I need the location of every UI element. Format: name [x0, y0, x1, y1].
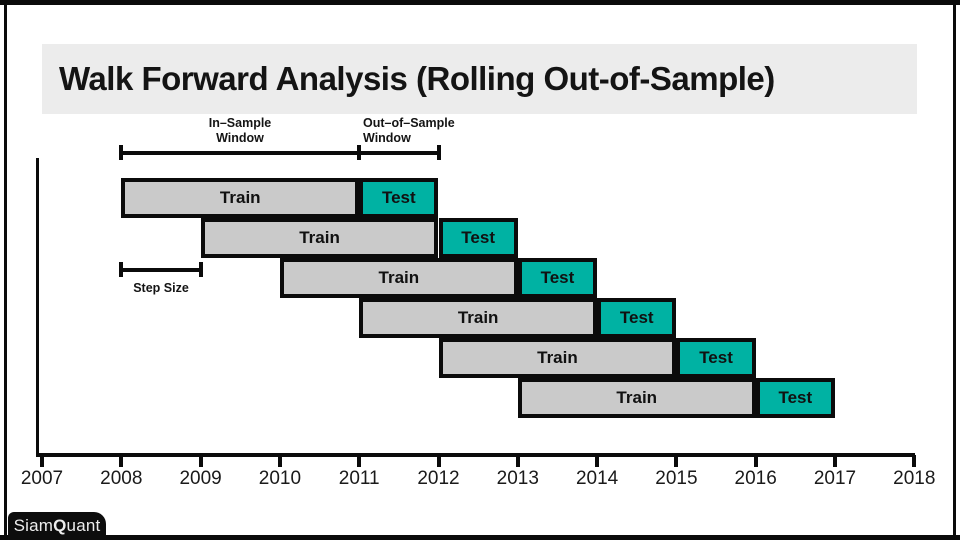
in-sample-window-label-line1: In–Sample	[208, 116, 272, 130]
train-bar: Train	[279, 258, 518, 298]
train-bar: Train	[438, 338, 677, 378]
step-size-label: Step Size	[133, 281, 189, 295]
page-title: Walk Forward Analysis (Rolling Out-of-Sa…	[59, 60, 775, 97]
x-axis-tick-label: 2011	[338, 468, 380, 489]
x-axis-tick-label: 2007	[20, 468, 64, 489]
x-axis-tick	[833, 455, 837, 467]
x-axis-tick	[436, 455, 441, 467]
frame-border-top	[0, 0, 960, 5]
x-axis-tick-label: 2015	[655, 468, 698, 489]
x-axis-tick	[40, 455, 44, 467]
window-bracket-cap-left	[119, 145, 123, 160]
train-bar: Train	[121, 178, 360, 218]
x-axis-tick	[595, 455, 600, 467]
x-axis-tick-label: 2009	[179, 468, 222, 489]
x-axis-tick	[357, 455, 362, 467]
x-axis-tick-label: 2013	[496, 468, 539, 489]
out-of-sample-window-label: Out–of–Sample Window	[363, 116, 455, 146]
step-size-bracket-cap-left	[119, 262, 123, 277]
x-axis-tick	[753, 455, 758, 467]
logo-text-part1: Siam	[13, 516, 54, 535]
train-bar: Train	[517, 378, 756, 418]
title-banner: Walk Forward Analysis (Rolling Out-of-Sa…	[42, 44, 917, 114]
test-bar: Test	[597, 298, 677, 338]
test-bar: Test	[517, 258, 598, 298]
frame-border-left	[4, 0, 7, 540]
window-bracket-line	[121, 151, 439, 155]
test-bar: Test	[676, 338, 756, 378]
window-bracket-cap-mid	[357, 145, 361, 160]
out-of-sample-window-label-line2: Window	[363, 131, 411, 145]
window-bracket-cap-right	[437, 145, 441, 160]
test-bar: Test	[438, 218, 518, 258]
x-axis-tick	[515, 455, 520, 467]
train-bar: Train	[200, 218, 439, 258]
x-axis-tick-label: 2008	[100, 468, 143, 489]
x-axis-tick	[119, 455, 124, 467]
x-axis-tick	[198, 455, 203, 467]
in-sample-window-label-line2: Window	[216, 131, 264, 145]
train-bar: Train	[359, 298, 598, 338]
logo-text-part2: uant	[66, 516, 101, 535]
logo-text-q: Q	[53, 516, 67, 535]
x-axis-tick-label: 2014	[575, 468, 619, 489]
in-sample-window-label: In–Sample Window	[170, 116, 310, 146]
x-axis-tick-label: 2016	[734, 468, 777, 489]
step-size-bracket-cap-right	[199, 262, 203, 277]
x-axis-line	[36, 453, 915, 457]
x-axis-tick	[277, 455, 282, 467]
x-axis-tick-label: 2012	[417, 468, 460, 489]
y-axis-line	[36, 158, 39, 457]
step-size-bracket-line	[121, 268, 201, 272]
x-axis-tick	[674, 455, 679, 467]
x-axis-tick-label: 2018	[893, 468, 936, 489]
test-bar: Test	[359, 178, 439, 218]
x-axis-tick	[912, 455, 917, 467]
frame-border-right	[953, 0, 956, 540]
out-of-sample-window-label-line1: Out–of–Sample	[363, 116, 455, 130]
test-bar: Test	[755, 378, 835, 418]
x-axis-tick-label: 2010	[258, 468, 302, 489]
x-axis-tick-label: 2017	[813, 468, 857, 489]
frame-border-bottom	[0, 535, 960, 540]
